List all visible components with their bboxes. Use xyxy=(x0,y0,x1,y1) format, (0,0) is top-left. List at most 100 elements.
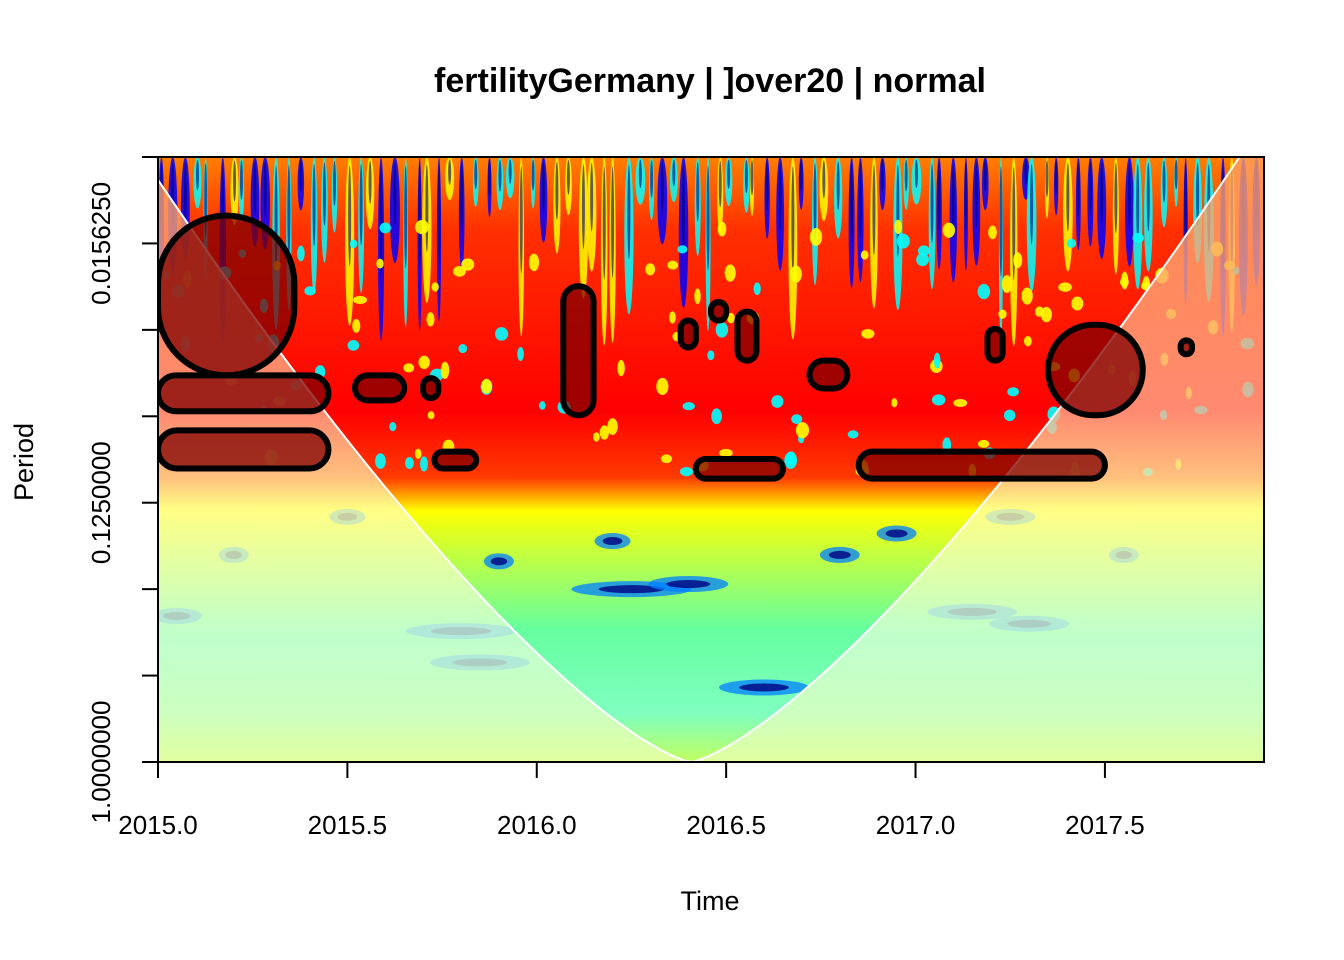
stripe-core xyxy=(448,159,452,186)
power-dot xyxy=(916,253,930,267)
stripe-core xyxy=(974,162,978,228)
stripe-core xyxy=(404,165,408,269)
stripe-core xyxy=(1066,162,1070,232)
power-dot xyxy=(669,311,676,324)
low-power-core xyxy=(490,557,508,566)
stripe-core xyxy=(822,160,826,199)
power-dot xyxy=(453,265,466,277)
stripe-core xyxy=(541,161,545,213)
power-dot xyxy=(1007,387,1020,397)
power-dot xyxy=(304,286,316,296)
stripe-core xyxy=(590,162,594,232)
power-dot xyxy=(528,253,540,272)
x-tick-label: 2016.0 xyxy=(497,810,577,840)
stripe-core xyxy=(1146,162,1150,232)
power-dot xyxy=(347,340,360,351)
stripe-core xyxy=(566,159,570,195)
x-tick-label: 2017.0 xyxy=(876,810,956,840)
significant-region xyxy=(806,357,851,392)
stripe-core xyxy=(799,159,803,192)
power-dot xyxy=(679,467,694,477)
significant-region xyxy=(420,375,442,402)
stripe-core xyxy=(1100,162,1104,224)
stripe-core xyxy=(872,164,876,256)
significant-region xyxy=(692,455,786,482)
significant-region xyxy=(431,448,480,472)
power-dot xyxy=(891,398,898,408)
stripe-core xyxy=(322,162,326,226)
significant-region xyxy=(708,299,730,324)
stripe-core xyxy=(914,159,918,188)
stripe-core xyxy=(368,160,372,204)
power-dot xyxy=(1058,282,1072,292)
stripe-core xyxy=(904,159,908,192)
stripe-core xyxy=(937,162,941,231)
stripe-core xyxy=(778,162,782,231)
power-dot xyxy=(1003,409,1016,422)
stripe-core xyxy=(858,163,862,239)
x-tick-label: 2017.5 xyxy=(1065,810,1145,840)
y-axis: 0.0156250 0.1250000 1.0000000 xyxy=(86,156,159,823)
stripe-core xyxy=(999,166,1003,277)
power-dot xyxy=(1066,238,1077,248)
power-dot xyxy=(481,378,493,394)
power-dot xyxy=(539,401,546,410)
power-dot xyxy=(860,250,869,260)
stripe-core xyxy=(1162,160,1166,203)
stripe-core xyxy=(460,162,464,232)
power-dot xyxy=(414,448,422,459)
x-tick-label: 2015.0 xyxy=(118,810,198,840)
stripe-core xyxy=(627,164,631,260)
stripe-core xyxy=(718,160,722,208)
stripe-core xyxy=(474,159,478,190)
significance-contours xyxy=(158,212,1196,482)
stripe-core xyxy=(791,166,795,276)
power-dot xyxy=(517,347,524,362)
power-dot xyxy=(1132,232,1144,243)
stripe-core xyxy=(393,162,397,227)
x-axis: 2015.0 2015.5 2016.0 2016.5 2017.0 2017.5 xyxy=(118,761,1145,840)
stripe-core xyxy=(1030,163,1034,245)
power-dot xyxy=(977,439,990,448)
power-dot xyxy=(431,282,439,292)
power-dot xyxy=(771,395,784,408)
low-power-core xyxy=(885,529,908,538)
stripe-core xyxy=(1012,166,1016,280)
stripe-core xyxy=(555,161,559,220)
power-dot xyxy=(607,418,618,435)
plot-area xyxy=(158,157,1264,762)
stripe-core xyxy=(348,165,352,267)
power-dot xyxy=(440,361,450,379)
power-dot xyxy=(656,377,669,396)
power-dot xyxy=(795,422,810,439)
power-dot xyxy=(427,411,435,420)
stripe-core xyxy=(1136,163,1140,243)
power-dot xyxy=(599,425,610,440)
power-dot xyxy=(1071,296,1084,311)
stripe-core xyxy=(1024,159,1028,185)
significant-region xyxy=(158,372,332,415)
stripe-core xyxy=(287,164,291,257)
stripe-core xyxy=(836,161,840,210)
low-power-core xyxy=(598,585,665,594)
stripe-core xyxy=(332,160,336,207)
power-dot xyxy=(753,282,761,296)
stripe-core xyxy=(765,161,769,211)
power-dot xyxy=(707,350,715,361)
stripe-core xyxy=(813,163,817,241)
power-dot xyxy=(418,355,430,370)
stripe-core xyxy=(951,163,955,239)
power-dot xyxy=(426,312,435,327)
stripe-core xyxy=(744,159,748,194)
stripe-core xyxy=(602,166,606,280)
stripe-core xyxy=(1076,161,1080,218)
power-dot xyxy=(682,402,695,411)
stripe-core xyxy=(531,159,535,191)
power-dot xyxy=(953,398,968,408)
power-dot xyxy=(593,432,600,442)
significant-region xyxy=(1045,321,1146,419)
power-dot xyxy=(349,239,358,249)
stripe-core xyxy=(508,159,512,184)
stripe-core xyxy=(359,163,363,246)
power-dot xyxy=(389,422,397,432)
